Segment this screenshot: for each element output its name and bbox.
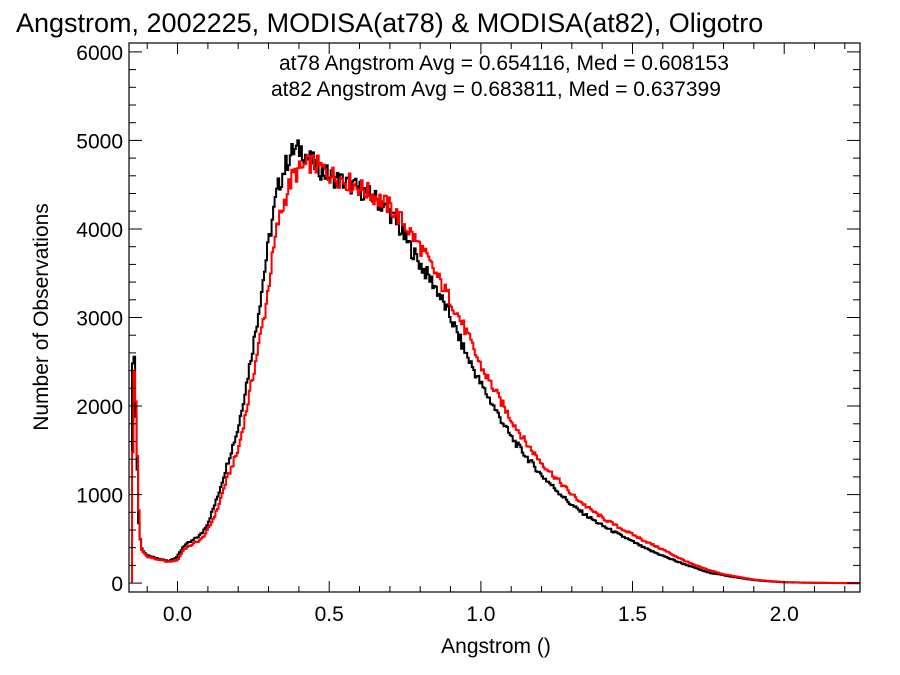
x-axis-label: Angstrom (): [441, 635, 551, 658]
y-tick-label: 0: [111, 573, 123, 596]
y-axis: 0 1000 2000 3000 4000 5000 6000: [76, 42, 860, 596]
x-tick-label: 0.0: [163, 603, 192, 626]
y-tick-label: 6000: [76, 42, 123, 65]
x-tick-label: 2.0: [770, 603, 799, 626]
annotation-at78: at78 Angstrom Avg = 0.654116, Med = 0.60…: [279, 52, 729, 75]
x-tick-label: 0.5: [315, 603, 344, 626]
x-tick-label: 1.0: [466, 603, 495, 626]
x-tick-label: 1.5: [618, 603, 647, 626]
annotation-at82: at82 Angstrom Avg = 0.683811, Med = 0.63…: [271, 78, 721, 101]
y-tick-label: 1000: [76, 485, 123, 508]
y-axis-label: Number of Observations: [30, 203, 53, 431]
y-tick-label: 4000: [76, 219, 123, 242]
y-tick-label: 5000: [76, 130, 123, 153]
y-tick-label: 2000: [76, 396, 123, 419]
chart-title: Angstrom, 2002225, MODISA(at78) & MODISA…: [16, 8, 763, 38]
plot-frame: [128, 42, 861, 593]
series-curves: [131, 139, 860, 585]
series-line-2: [131, 154, 860, 585]
y-tick-label: 3000: [76, 308, 123, 331]
series-line-1: [131, 139, 860, 585]
x-axis: 0.0 0.5 1.0 1.5 2.0: [146, 43, 846, 626]
